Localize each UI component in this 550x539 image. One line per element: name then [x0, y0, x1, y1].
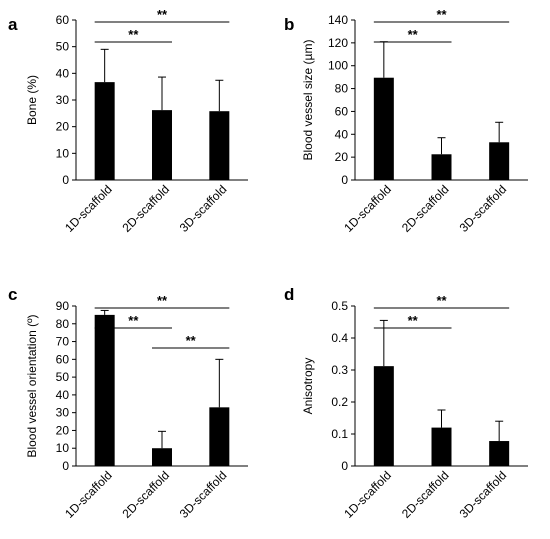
- y-tick-label: 40: [56, 66, 70, 80]
- significance-label: **: [408, 313, 419, 328]
- x-tick-label: 3D-scaffold: [177, 468, 230, 521]
- y-tick-label: 0: [62, 459, 69, 473]
- bar: [373, 77, 394, 180]
- y-tick-label: 20: [335, 150, 349, 164]
- y-tick-label: 30: [56, 406, 70, 420]
- y-tick-label: 60: [335, 104, 349, 118]
- bar: [489, 142, 510, 180]
- x-tick-label: 1D-scaffold: [62, 182, 115, 235]
- x-tick-label: 1D-scaffold: [62, 468, 115, 521]
- significance-label: **: [157, 7, 168, 22]
- x-tick-label: 3D-scaffold: [457, 468, 510, 521]
- significance-label: **: [157, 293, 168, 308]
- bar: [489, 441, 510, 466]
- y-tick-label: 0: [341, 173, 348, 187]
- y-tick-label: 40: [335, 127, 349, 141]
- y-tick-label: 0.3: [331, 363, 348, 377]
- y-tick-label: 100: [328, 59, 348, 73]
- significance-label: **: [186, 333, 197, 348]
- bar: [94, 82, 115, 180]
- bar: [431, 427, 452, 466]
- bar: [209, 407, 230, 466]
- y-axis-label: Blood vessel orientation (º): [25, 314, 39, 457]
- x-tick-label: 1D-scaffold: [341, 182, 394, 235]
- y-tick-label: 80: [56, 317, 70, 331]
- x-tick-label: 3D-scaffold: [457, 182, 510, 235]
- y-tick-label: 10: [56, 146, 70, 160]
- significance-label: **: [128, 313, 139, 328]
- bar: [209, 111, 230, 180]
- x-tick-label: 2D-scaffold: [119, 182, 172, 235]
- x-tick-label: 3D-scaffold: [177, 182, 230, 235]
- panel-a: a 0 10 20 30 40 50 60 Bone (%) 1D-scaffold 2D-scaf…: [8, 7, 248, 235]
- bar: [373, 366, 394, 466]
- y-tick-label: 20: [56, 120, 70, 134]
- significance-label: **: [436, 293, 447, 308]
- y-tick-label: 40: [56, 388, 70, 402]
- panel-letter: c: [8, 285, 17, 304]
- y-tick-label: 50: [56, 40, 70, 54]
- bar: [152, 110, 172, 180]
- y-tick-label: 60: [56, 13, 70, 27]
- panel-letter: b: [284, 15, 294, 34]
- panel-d: d 0 0.1 0.2 0.3 0.4 0.5 Anisotropy 1D-scaffold 2D…: [284, 285, 528, 521]
- x-tick-label: 1D-scaffold: [341, 468, 394, 521]
- y-tick-label: 20: [56, 423, 70, 437]
- y-tick-label: 0.1: [331, 427, 348, 441]
- y-tick-label: 0.4: [331, 331, 348, 345]
- x-tick-label: 2D-scaffold: [399, 468, 452, 521]
- panel-c: c 0 10 20 30 40 50 60 70 80 90 Blood vessel orienta…: [8, 285, 248, 521]
- y-tick-label: 10: [56, 441, 70, 455]
- panel-letter: a: [8, 15, 18, 34]
- y-tick-label: 90: [56, 299, 70, 313]
- y-axis-label: Bone (%): [25, 75, 39, 125]
- bar: [431, 154, 452, 180]
- y-tick-label: 80: [335, 82, 349, 96]
- y-tick-label: 0: [62, 173, 69, 187]
- x-tick-label: 2D-scaffold: [399, 182, 452, 235]
- y-tick-label: 0: [341, 459, 348, 473]
- y-axis-label: Blood vessel size (µm): [301, 40, 315, 161]
- y-tick-label: 0.2: [331, 395, 348, 409]
- y-tick-label: 60: [56, 352, 70, 366]
- panel-b: b 0 20 40 60 80 100 120 140 Blood vessel size (µm…: [284, 7, 528, 235]
- x-tick-label: 2D-scaffold: [119, 468, 172, 521]
- significance-label: **: [436, 7, 447, 22]
- y-tick-label: 70: [56, 335, 70, 349]
- bar: [152, 448, 172, 466]
- y-tick-label: 120: [328, 36, 348, 50]
- bar: [94, 314, 115, 466]
- significance-label: **: [128, 27, 139, 42]
- y-tick-label: 0.5: [331, 299, 348, 313]
- y-tick-label: 140: [328, 13, 348, 27]
- significance-label: **: [408, 27, 419, 42]
- panel-letter: d: [284, 285, 294, 304]
- y-axis-label: Anisotropy: [301, 358, 315, 415]
- y-tick-label: 30: [56, 93, 70, 107]
- y-tick-label: 50: [56, 370, 70, 384]
